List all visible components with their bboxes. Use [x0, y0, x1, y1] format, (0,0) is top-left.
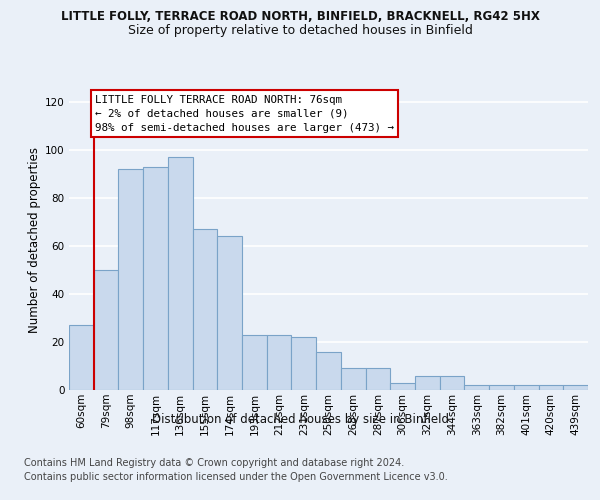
Bar [193, 229, 217, 390]
Text: Contains public sector information licensed under the Open Government Licence v3: Contains public sector information licen… [24, 472, 448, 482]
Bar [242, 335, 267, 390]
Bar [514, 385, 539, 390]
Bar [94, 270, 118, 390]
Bar [464, 385, 489, 390]
Y-axis label: Number of detached properties: Number of detached properties [28, 147, 41, 333]
Bar [390, 383, 415, 390]
Bar [217, 236, 242, 390]
Bar [292, 337, 316, 390]
Bar [69, 325, 94, 390]
Text: Distribution of detached houses by size in Binfield: Distribution of detached houses by size … [151, 412, 449, 426]
Bar [563, 385, 588, 390]
Bar [489, 385, 514, 390]
Text: LITTLE FOLLY TERRACE ROAD NORTH: 76sqm
← 2% of detached houses are smaller (9)
9: LITTLE FOLLY TERRACE ROAD NORTH: 76sqm ←… [95, 95, 394, 133]
Bar [267, 335, 292, 390]
Bar [316, 352, 341, 390]
Text: LITTLE FOLLY, TERRACE ROAD NORTH, BINFIELD, BRACKNELL, RG42 5HX: LITTLE FOLLY, TERRACE ROAD NORTH, BINFIE… [61, 10, 539, 23]
Bar [415, 376, 440, 390]
Bar [365, 368, 390, 390]
Bar [341, 368, 365, 390]
Bar [118, 169, 143, 390]
Bar [440, 376, 464, 390]
Bar [143, 167, 168, 390]
Bar [168, 157, 193, 390]
Text: Contains HM Land Registry data © Crown copyright and database right 2024.: Contains HM Land Registry data © Crown c… [24, 458, 404, 468]
Text: Size of property relative to detached houses in Binfield: Size of property relative to detached ho… [128, 24, 472, 37]
Bar [539, 385, 563, 390]
